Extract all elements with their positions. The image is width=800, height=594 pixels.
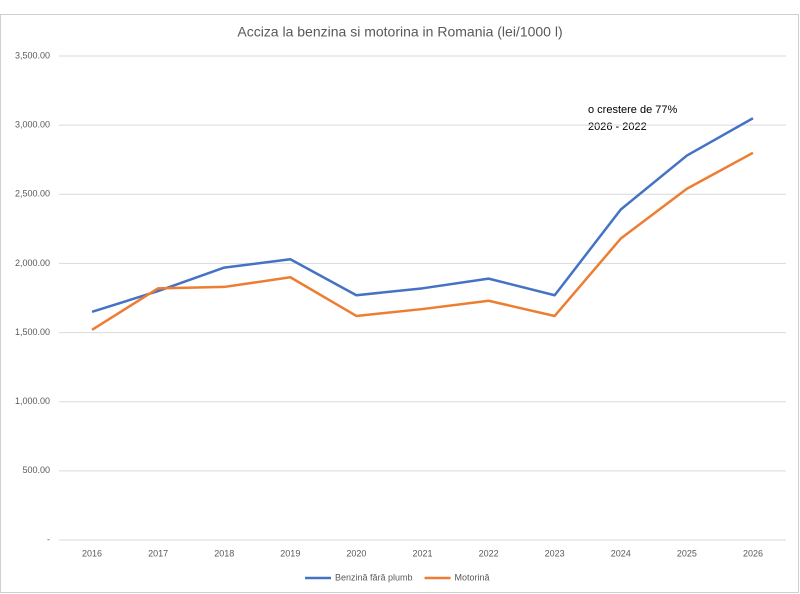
y-tick-label: 3,500.00 bbox=[15, 50, 50, 60]
x-tick-label: 2026 bbox=[743, 548, 763, 558]
x-tick-label: 2020 bbox=[346, 548, 366, 558]
y-tick-label: 1,500.00 bbox=[15, 327, 50, 337]
y-tick-label: 3,000.00 bbox=[15, 120, 50, 130]
y-tick-label: 2,500.00 bbox=[15, 189, 50, 199]
y-tick-label: 2,000.00 bbox=[15, 258, 50, 268]
x-tick-label: 2019 bbox=[280, 548, 300, 558]
x-tick-label: 2022 bbox=[479, 548, 499, 558]
series-line bbox=[91, 151, 754, 331]
annotation: o crestere de 77% bbox=[588, 104, 677, 116]
x-tick-label: 2025 bbox=[677, 548, 697, 558]
x-tick-label: 2016 bbox=[82, 548, 102, 558]
x-tick-label: 2017 bbox=[148, 548, 168, 558]
x-tick-label: 2024 bbox=[611, 548, 631, 558]
x-tick-label: 2021 bbox=[412, 548, 432, 558]
series-line bbox=[91, 117, 754, 314]
legend-label: Motorină bbox=[455, 572, 490, 582]
y-tick-label: 500.00 bbox=[22, 465, 50, 475]
x-tick-label: 2018 bbox=[214, 548, 234, 558]
annotation: 2026 - 2022 bbox=[588, 121, 647, 133]
y-tick-label: 1,000.00 bbox=[15, 396, 50, 406]
x-tick-label: 2023 bbox=[545, 548, 565, 558]
y-tick-label: - bbox=[47, 534, 50, 544]
legend-label: Benzină fără plumb bbox=[335, 572, 413, 582]
chart-title: Acciza la benzina si motorina in Romania… bbox=[237, 24, 562, 40]
